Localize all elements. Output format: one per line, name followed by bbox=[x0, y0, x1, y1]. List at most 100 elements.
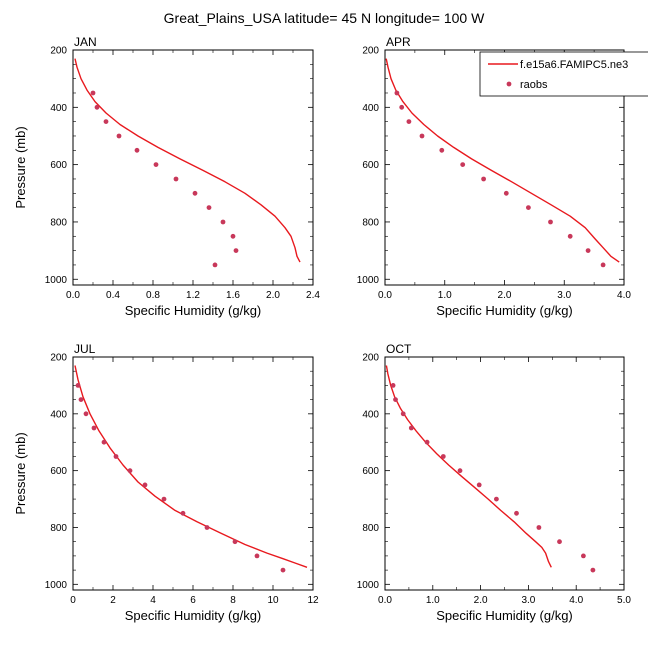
raobs-point-jan bbox=[212, 262, 218, 268]
x-tick-label-oct: 1.0 bbox=[426, 595, 440, 606]
data-layer-jan bbox=[74, 58, 301, 268]
raobs-point-jul bbox=[91, 425, 97, 431]
x-axis-label-apr: Specific Humidity (g/kg) bbox=[436, 303, 573, 318]
y-tick-label-oct: 600 bbox=[362, 466, 379, 477]
x-tick-label-jan: 1.6 bbox=[226, 290, 240, 301]
x-tick-label-oct: 4.0 bbox=[569, 595, 583, 606]
raobs-point-apr bbox=[503, 190, 509, 196]
raobs-point-oct bbox=[440, 454, 446, 459]
raobs-point-apr bbox=[481, 176, 486, 182]
legend-obs-marker bbox=[506, 81, 512, 87]
panel-label-oct: OCT bbox=[386, 342, 412, 356]
raobs-point-apr bbox=[526, 205, 531, 211]
x-tick-label-jul: 12 bbox=[307, 595, 319, 606]
data-layer-oct bbox=[385, 365, 596, 573]
raobs-point-apr bbox=[600, 262, 606, 268]
raobs-point-jul bbox=[204, 525, 210, 530]
x-tick-label-apr: 3.0 bbox=[557, 290, 571, 301]
x-tick-label-apr: 2.0 bbox=[498, 290, 512, 301]
raobs-point-jul bbox=[113, 454, 119, 459]
raobs-point-jul bbox=[75, 383, 81, 388]
y-tick-label-apr: 600 bbox=[362, 160, 379, 171]
y-axis-label-jan: Pressure (mb) bbox=[13, 126, 28, 208]
model-line-jan bbox=[74, 58, 301, 263]
x-axis-label-jan: Specific Humidity (g/kg) bbox=[125, 303, 262, 318]
x-tick-label-apr: 1.0 bbox=[438, 290, 452, 301]
data-layer-jul bbox=[74, 365, 308, 573]
raobs-point-jul bbox=[127, 468, 133, 474]
x-tick-label-oct: 3.0 bbox=[521, 595, 535, 606]
raobs-point-jan bbox=[230, 233, 236, 239]
x-tick-label-jul: 6 bbox=[190, 595, 196, 606]
raobs-point-oct bbox=[557, 539, 562, 545]
raobs-point-jan bbox=[94, 104, 100, 110]
y-tick-label-jan: 200 bbox=[50, 46, 67, 57]
y-tick-label-jan: 600 bbox=[50, 160, 67, 171]
raobs-point-jan bbox=[90, 90, 96, 96]
panel-label-jan: JAN bbox=[74, 35, 97, 49]
x-tick-label-oct: 2.0 bbox=[474, 595, 488, 606]
raobs-point-jul bbox=[232, 539, 238, 545]
chart-panel-jan: JAN 0.0 0.4 0.8 1.2 1.6 2.0 2.4 200 400 600 800 1000… bbox=[13, 35, 320, 318]
raobs-point-apr bbox=[419, 133, 425, 139]
y-tick-label-jul: 800 bbox=[50, 523, 67, 534]
figure-title: Great_Plains_USA latitude= 45 N longitud… bbox=[164, 10, 485, 26]
legend-model-label: f.e15a6.FAMIPC5.ne3 bbox=[520, 59, 628, 71]
raobs-point-apr bbox=[548, 219, 553, 225]
raobs-point-oct bbox=[514, 510, 519, 516]
x-tick-label-jan: 0.0 bbox=[66, 290, 80, 301]
raobs-point-apr bbox=[394, 90, 400, 96]
raobs-point-jan bbox=[153, 162, 159, 168]
raobs-point-jul bbox=[101, 439, 107, 445]
raobs-point-jul bbox=[280, 567, 286, 573]
legend-box bbox=[479, 51, 648, 97]
y-tick-label-jan: 1000 bbox=[45, 275, 68, 286]
x-tick-label-apr: 4.0 bbox=[617, 290, 631, 301]
x-tick-label-jan: 2.4 bbox=[306, 290, 320, 301]
raobs-point-jul bbox=[180, 510, 186, 516]
y-tick-label-apr: 800 bbox=[362, 217, 379, 228]
y-tick-label-apr: 200 bbox=[362, 46, 379, 57]
raobs-point-jul bbox=[254, 553, 260, 559]
x-tick-label-jul: 2 bbox=[110, 595, 116, 606]
chart-panel-oct: OCT 0.0 1.0 2.0 3.0 4.0 5.0 200 400 600 800 1000 Spe… bbox=[357, 342, 632, 623]
y-tick-label-jul: 400 bbox=[50, 409, 67, 420]
x-tick-label-jan: 1.2 bbox=[186, 290, 200, 301]
raobs-point-oct bbox=[408, 425, 414, 431]
raobs-point-apr bbox=[460, 162, 466, 168]
model-line-jul bbox=[74, 365, 308, 568]
raobs-point-oct bbox=[581, 553, 586, 559]
raobs-point-jul bbox=[78, 397, 84, 402]
raobs-point-apr bbox=[406, 119, 412, 124]
raobs-point-apr bbox=[567, 233, 573, 239]
raobs-point-oct bbox=[393, 397, 398, 402]
x-tick-label-jan: 2.0 bbox=[266, 290, 280, 301]
raobs-point-oct bbox=[400, 411, 406, 417]
y-tick-label-jan: 800 bbox=[50, 217, 67, 228]
raobs-point-jan bbox=[192, 190, 198, 196]
raobs-point-apr bbox=[439, 147, 445, 153]
legend: f.e15a6.FAMIPC5.ne3 raobs bbox=[479, 51, 648, 97]
raobs-point-jul bbox=[142, 482, 148, 488]
x-tick-label-oct: 0.0 bbox=[378, 595, 392, 606]
x-tick-label-jul: 0 bbox=[70, 595, 76, 606]
x-tick-label-jul: 10 bbox=[267, 595, 279, 606]
x-axis-label-oct: Specific Humidity (g/kg) bbox=[436, 608, 573, 623]
data-layer-apr bbox=[385, 58, 620, 268]
raobs-point-jan bbox=[173, 176, 179, 182]
raobs-point-oct bbox=[494, 496, 499, 502]
raobs-point-jan bbox=[103, 119, 109, 124]
y-tick-label-oct: 800 bbox=[362, 523, 379, 534]
chart-panel-apr: APR 0.0 1.0 2.0 3.0 4.0 200 400 600 800 1000 Specif… bbox=[357, 35, 632, 318]
x-axis-label-jul: Specific Humidity (g/kg) bbox=[125, 608, 262, 623]
raobs-point-jan bbox=[134, 147, 140, 153]
raobs-point-jan bbox=[116, 133, 122, 139]
x-tick-label-jan: 0.4 bbox=[106, 290, 120, 301]
raobs-point-jan bbox=[220, 219, 226, 225]
y-tick-label-jul: 600 bbox=[50, 466, 67, 477]
y-tick-label-jan: 400 bbox=[50, 103, 67, 114]
y-tick-label-apr: 1000 bbox=[357, 275, 380, 286]
x-tick-label-jul: 4 bbox=[150, 595, 156, 606]
panel-label-apr: APR bbox=[386, 35, 411, 49]
